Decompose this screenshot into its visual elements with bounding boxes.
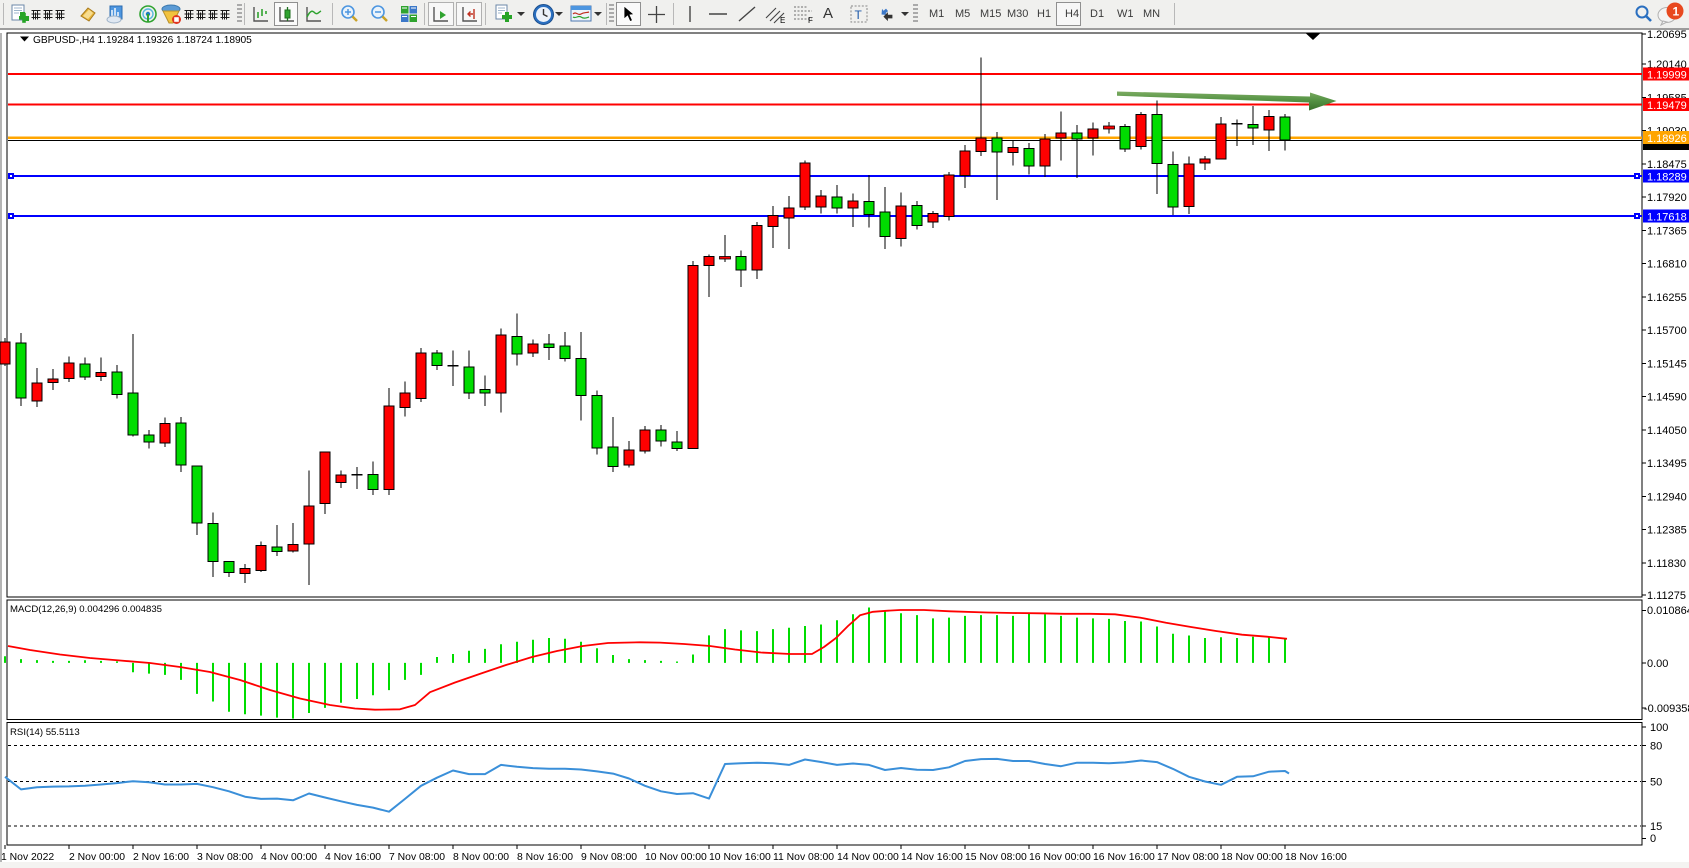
svg-text:1.14590: 1.14590 bbox=[1647, 392, 1687, 404]
svg-text:MACD(12,26,9) 0.004296 0.00483: MACD(12,26,9) 0.004296 0.004835 bbox=[10, 604, 162, 615]
svg-text:1.18926: 1.18926 bbox=[1647, 133, 1687, 145]
svg-text:1.12385: 1.12385 bbox=[1647, 525, 1687, 537]
svg-text:1: 1 bbox=[1673, 5, 1680, 19]
svg-text:2 Nov 16:00: 2 Nov 16:00 bbox=[133, 852, 189, 863]
svg-text:14 Nov 16:00: 14 Nov 16:00 bbox=[901, 852, 963, 863]
svg-text:2 Nov 00:00: 2 Nov 00:00 bbox=[69, 852, 125, 863]
svg-text:1.18289: 1.18289 bbox=[1647, 172, 1687, 184]
svg-text:1.20695: 1.20695 bbox=[1647, 29, 1687, 41]
svg-text:4 Nov 16:00: 4 Nov 16:00 bbox=[325, 852, 381, 863]
svg-text:1.19479: 1.19479 bbox=[1647, 100, 1687, 112]
svg-text:T: T bbox=[855, 8, 863, 22]
svg-text:15 Nov 08:00: 15 Nov 08:00 bbox=[965, 852, 1027, 863]
svg-text:E: E bbox=[780, 16, 785, 24]
svg-text:4 Nov 00:00: 4 Nov 00:00 bbox=[261, 852, 317, 863]
svg-text:1.12940: 1.12940 bbox=[1647, 491, 1687, 503]
svg-text:9 Nov 08:00: 9 Nov 08:00 bbox=[581, 852, 637, 863]
svg-text:18 Nov 16:00: 18 Nov 16:00 bbox=[1285, 852, 1347, 863]
svg-text:1.17365: 1.17365 bbox=[1647, 226, 1687, 238]
svg-text:F: F bbox=[808, 16, 813, 24]
svg-text:1.15145: 1.15145 bbox=[1647, 359, 1687, 371]
svg-text:100: 100 bbox=[1650, 722, 1668, 734]
svg-text:1.11830: 1.11830 bbox=[1647, 558, 1686, 570]
svg-text:80: 80 bbox=[1650, 741, 1662, 753]
svg-text:15: 15 bbox=[1650, 821, 1662, 833]
svg-text:16 Nov 00:00: 16 Nov 00:00 bbox=[1029, 852, 1091, 863]
svg-text:8 Nov 16:00: 8 Nov 16:00 bbox=[517, 852, 573, 863]
svg-text:1.19999: 1.19999 bbox=[1647, 70, 1687, 82]
svg-text:1.16810: 1.16810 bbox=[1647, 259, 1687, 271]
svg-text:0.010864: 0.010864 bbox=[1647, 605, 1689, 617]
svg-text:11 Nov 08:00: 11 Nov 08:00 bbox=[773, 852, 834, 863]
svg-text:1.11275: 1.11275 bbox=[1647, 590, 1686, 602]
svg-text:7 Nov 08:00: 7 Nov 08:00 bbox=[389, 852, 445, 863]
svg-text:50: 50 bbox=[1650, 777, 1662, 789]
svg-text:17 Nov 08:00: 17 Nov 08:00 bbox=[1157, 852, 1219, 863]
svg-text:1.18475: 1.18475 bbox=[1647, 159, 1687, 171]
svg-text:1.14050: 1.14050 bbox=[1647, 425, 1687, 437]
svg-text:1.17618: 1.17618 bbox=[1647, 212, 1687, 224]
svg-text:10 Nov 00:00: 10 Nov 00:00 bbox=[645, 852, 707, 863]
svg-text:1 Nov 2022: 1 Nov 2022 bbox=[1, 852, 54, 863]
svg-text:18 Nov 00:00: 18 Nov 00:00 bbox=[1221, 852, 1283, 863]
svg-text:8 Nov 00:00: 8 Nov 00:00 bbox=[453, 852, 509, 863]
svg-text:1.15700: 1.15700 bbox=[1647, 325, 1687, 337]
svg-text:1.17920: 1.17920 bbox=[1647, 192, 1687, 204]
svg-text:10 Nov 16:00: 10 Nov 16:00 bbox=[709, 852, 771, 863]
svg-text:-0.009358: -0.009358 bbox=[1644, 703, 1689, 715]
svg-text:16 Nov 16:00: 16 Nov 16:00 bbox=[1093, 852, 1155, 863]
svg-text:0.00: 0.00 bbox=[1647, 658, 1668, 670]
svg-text:1.16255: 1.16255 bbox=[1647, 292, 1687, 304]
svg-text:14 Nov 00:00: 14 Nov 00:00 bbox=[837, 852, 899, 863]
svg-text:GBPUSD-,H4 1.19284 1.19326 1.: GBPUSD-,H4 1.19284 1.19326 1.18724 1.189… bbox=[33, 35, 252, 46]
svg-text:1.13495: 1.13495 bbox=[1647, 458, 1687, 470]
svg-text:0: 0 bbox=[1650, 833, 1656, 845]
svg-text:3 Nov 08:00: 3 Nov 08:00 bbox=[197, 852, 253, 863]
svg-text:RSI(14) 55.5113: RSI(14) 55.5113 bbox=[10, 727, 80, 738]
